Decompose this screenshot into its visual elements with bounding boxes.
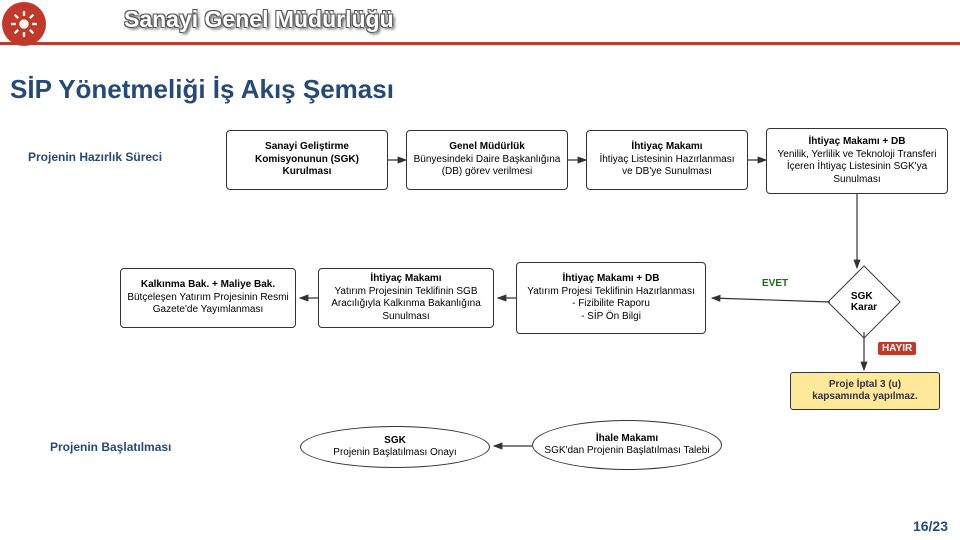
edge-label-hayir: HAYIR — [878, 342, 916, 355]
edge-label-evet: EVET — [762, 278, 788, 289]
node-ihale-talep: İhale Makamı SGK'dan Projenin Başlatılma… — [532, 420, 722, 470]
node-teklif-hazirlama: İhtiyaç Makamı + DB Yatırım Projesi Tekl… — [516, 262, 706, 334]
node-sgk-kurulmasi: Sanayi Geliştirme Komisyonunun (SGK) Kur… — [226, 130, 388, 190]
page-title: SİP Yönetmeliği İş Akış Şeması — [10, 74, 394, 105]
node-ihtiyac-liste-sgk: İhtiyaç Makamı + DB Yenilik, Yerlilik ve… — [766, 128, 948, 194]
warn-proje-iptal: Proje İptal 3 (u) kapsamında yapılmaz. — [790, 372, 940, 410]
phase-start-label: Projenin Başlatılması — [50, 440, 171, 454]
node-resmi-gazete: Kalkınma Bak. + Maliye Bak. Bütçeleşen Y… — [120, 268, 296, 328]
org-title: Sanayi Genel Müdürlüğü — [124, 6, 394, 33]
header-band: Sanayi Genel Müdürlüğü — [0, 0, 960, 48]
phase-prep-label: Projenin Hazırlık Süreci — [28, 150, 162, 164]
node-ihtiyac-liste-db: İhtiyaç Makamı İhtiyaç Listesinin Hazırl… — [586, 130, 748, 190]
header-divider — [0, 42, 960, 45]
node-sgk-onay: SGK Projenin Başlatılması Onayı — [300, 426, 490, 468]
node-kalkinma-sunum: İhtiyaç Makamı Yatırım Projesinin Teklif… — [318, 268, 494, 328]
page-indicator: 16/23 — [913, 518, 948, 534]
decision-sgk-karar: SGK Karar — [838, 276, 890, 328]
node-db-gorev: Genel Müdürlük Bünyesindeki Daire Başkan… — [406, 130, 568, 190]
gear-icon — [2, 2, 46, 46]
